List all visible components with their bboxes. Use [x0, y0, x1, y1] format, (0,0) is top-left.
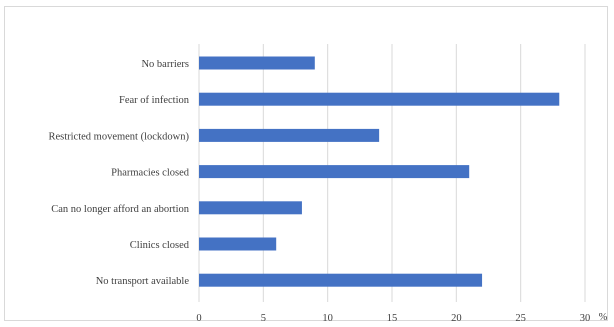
x-axis-unit-label: %: [599, 312, 608, 323]
category-label: Restricted movement (lockdown): [48, 131, 189, 142]
category-label: No barriers: [141, 59, 189, 70]
bar-6: [199, 273, 483, 287]
x-tick-label: 25: [515, 313, 526, 324]
bar-3: [199, 165, 470, 179]
x-tick-label: 5: [261, 313, 266, 324]
bar-5: [199, 237, 277, 251]
bar-1: [199, 92, 560, 106]
bar-0: [199, 56, 315, 70]
bar-4: [199, 201, 302, 215]
x-tick-label: 0: [196, 313, 201, 324]
bar-2: [199, 128, 380, 142]
x-tick-label: 30: [580, 313, 591, 324]
x-tick-label: 10: [322, 313, 333, 324]
category-labels: No barriers Fear of infection Restricted m…: [48, 59, 189, 287]
category-label: Fear of infection: [119, 95, 190, 106]
x-tick-label: 20: [451, 313, 462, 324]
bars: [199, 56, 560, 287]
x-axis-ticks: 0 5 10 15 20 25 30: [196, 313, 590, 324]
category-label: Pharmacies closed: [111, 168, 190, 179]
category-label: Can no longer afford an abortion: [51, 204, 189, 215]
category-label: No transport available: [96, 276, 190, 287]
category-label: Clinics closed: [130, 240, 190, 251]
x-tick-label: 15: [387, 313, 398, 324]
